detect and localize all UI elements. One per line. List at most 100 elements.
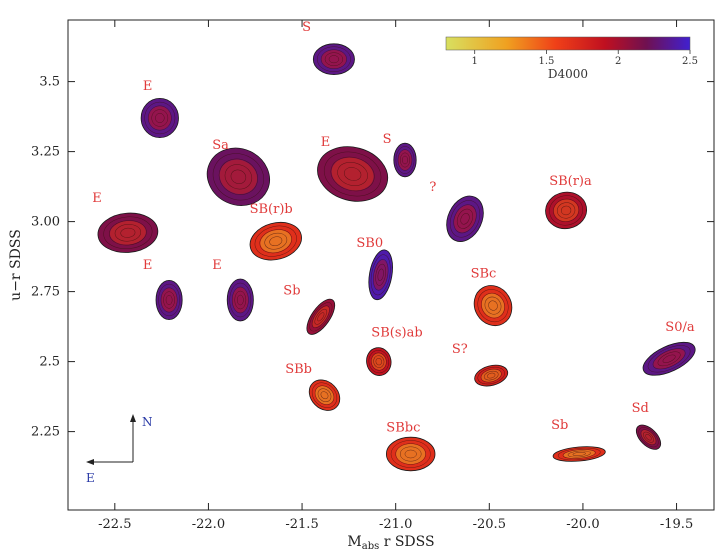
galaxy-isophote (259, 229, 293, 254)
galaxy-isophote (449, 200, 481, 238)
galaxy-isophote (328, 55, 340, 64)
colorbar-tick-label: 1.5 (539, 56, 555, 67)
morphology-label: E (321, 135, 331, 150)
galaxy-isophote (229, 282, 252, 318)
galaxy-isophote (402, 155, 408, 165)
galaxy-0 (312, 43, 355, 76)
galaxy-isophote (109, 220, 147, 246)
morphology-label: SB(r)a (549, 174, 592, 189)
morphology-label: SBc (471, 267, 497, 282)
morphology-label: SBb (285, 362, 312, 377)
compass-east-label: E (86, 471, 95, 485)
morphology-label: Sd (632, 401, 649, 416)
galaxy-isophote (484, 296, 502, 315)
galaxy-isophote (165, 295, 173, 305)
galaxy-core (481, 293, 505, 318)
galaxy-isophote (375, 263, 387, 286)
galaxy-5 (97, 212, 159, 253)
morphology-label: SB(s)ab (371, 325, 422, 340)
x-tick-label: -21.5 (285, 517, 318, 532)
y-tick-label: 3.25 (31, 145, 60, 160)
galaxy-isophote (236, 294, 244, 306)
colorbar-gradient (445, 36, 691, 51)
morphology-label: E (212, 258, 222, 273)
galaxy-layer (97, 43, 696, 472)
galaxy-isophote (567, 450, 591, 458)
galaxy-isophote (399, 152, 411, 168)
y-tick-label: 2.25 (31, 425, 60, 440)
galaxy-isophote (375, 357, 382, 366)
galaxy-4 (393, 142, 417, 178)
galaxy-16 (474, 364, 509, 387)
x-tick-label: -20.5 (473, 517, 506, 532)
galaxy-14 (366, 347, 392, 376)
compass-east-arrowhead (86, 459, 94, 465)
galaxy-core (653, 348, 685, 369)
galaxy-isophote (483, 370, 499, 381)
compass-north-label: N (142, 415, 153, 429)
galaxy-isophote (224, 164, 253, 190)
galaxy-13 (473, 285, 513, 327)
compass-north-arrowhead (130, 414, 136, 422)
galaxy-10 (155, 279, 183, 321)
morphology-label: Sa (212, 138, 229, 153)
galaxy-isophote (371, 352, 387, 371)
galaxy-isophote (640, 429, 657, 445)
y-tick-label: 2.5 (39, 355, 60, 370)
galaxy-isophote (480, 368, 502, 383)
galaxy-isophote (453, 204, 477, 234)
galaxy-isophote (395, 146, 415, 174)
galaxy-12 (306, 298, 336, 335)
galaxy-17 (308, 379, 341, 411)
colorbar-tick-label: 2.5 (682, 56, 698, 67)
galaxy-isophote (264, 232, 288, 250)
galaxy-core (260, 229, 292, 253)
morphology-label: Sb (551, 418, 568, 433)
galaxy-isophote (404, 449, 417, 459)
galaxy-isophote (397, 149, 413, 171)
y-tick-label: 3.5 (39, 75, 60, 90)
galaxy-isophote (477, 366, 505, 385)
galaxy-isophote (395, 443, 427, 465)
galaxy-isophote (323, 151, 382, 197)
x-axis-title: Mabs r SDSS (347, 534, 434, 552)
galaxy-isophote (218, 158, 258, 195)
galaxy-20 (552, 446, 606, 462)
galaxy-isophote (487, 372, 496, 379)
galaxy-core (454, 205, 476, 233)
galaxy-isophote (147, 105, 172, 131)
galaxy-isophote (254, 225, 297, 257)
galaxy-isophote (163, 291, 175, 309)
galaxy-isophote (155, 113, 165, 123)
morphology-labels: S E Sa E S E SB(r)b? SB(r)a SB0 E E Sb SBc SB(s)ab S0/… (92, 20, 695, 435)
galaxy-isophote (337, 162, 368, 186)
galaxy-isophote (377, 268, 384, 281)
galaxy-isophote (314, 308, 328, 325)
galaxy-isophote (317, 312, 325, 322)
galaxy-isophote (638, 427, 659, 448)
galaxy-isophote (311, 305, 330, 329)
x-tick-label: -21.0 (379, 517, 412, 532)
morphology-label: ? (429, 180, 436, 195)
galaxy-isophote (269, 236, 283, 247)
galaxy-isophote (373, 355, 385, 368)
y-axis-title: u−r SDSS (8, 229, 24, 301)
galaxy-core (109, 220, 146, 245)
galaxy-8 (545, 191, 588, 230)
galaxy-isophote (556, 202, 576, 219)
galaxy-isophote (562, 449, 596, 459)
galaxy-isophote (330, 156, 375, 192)
colorbar: 1 1.5 2 2.5 D4000 (445, 36, 698, 81)
galaxy-isophote (151, 109, 169, 127)
y-tick-label: 3.00 (31, 215, 60, 230)
morphology-label: S? (452, 342, 468, 357)
galaxy-isophote (120, 227, 136, 238)
morphology-label: Sb (283, 283, 300, 298)
galaxy-isophote (477, 289, 509, 323)
galaxy-1 (140, 97, 179, 139)
galaxy-11 (226, 278, 254, 322)
colorbar-tick-label: 1 (472, 56, 478, 67)
galaxy-isophote (557, 447, 601, 461)
galaxy-isophote (311, 382, 338, 408)
